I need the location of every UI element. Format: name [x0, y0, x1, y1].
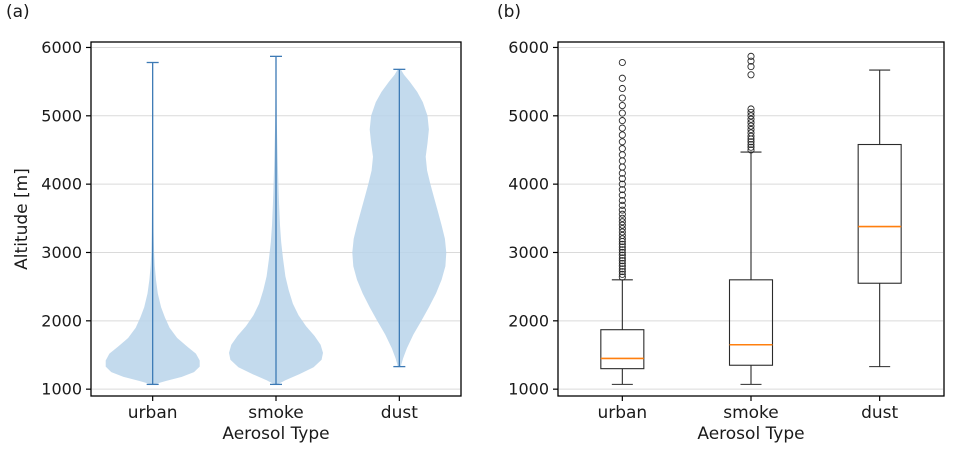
panel-label-a: (a) — [6, 2, 30, 22]
outlier-marker-smoke — [747, 138, 755, 146]
outlier-marker-urban — [618, 180, 626, 188]
x-tick-label: smoke — [248, 403, 304, 423]
outlier-marker-smoke — [747, 140, 755, 149]
y-tick-label: 1000 — [508, 380, 549, 399]
outlier-marker-smoke — [747, 108, 755, 116]
outlier-marker-urban — [618, 273, 626, 281]
outlier-marker-urban — [618, 214, 626, 222]
outlier-marker-urban — [618, 218, 626, 226]
y-tick-label: 3000 — [41, 243, 82, 262]
outlier-marker-smoke — [747, 143, 755, 151]
x-tick-label: smoke — [723, 403, 779, 423]
y-tick-label: 5000 — [41, 106, 82, 125]
outlier-marker-smoke — [747, 115, 755, 123]
y-tick-label: 2000 — [508, 311, 549, 330]
outlier-marker-urban — [618, 58, 626, 67]
outlier-marker-urban — [618, 145, 626, 153]
outlier-marker-urban — [618, 206, 626, 214]
outlier-marker-smoke — [747, 112, 755, 120]
outlier-marker-urban — [618, 84, 626, 93]
outlier-marker-smoke — [747, 71, 755, 79]
outlier-marker-smoke — [747, 105, 755, 113]
outlier-marker-urban — [618, 228, 626, 236]
y-tick-label: 4000 — [508, 175, 549, 194]
outlier-marker-urban — [618, 240, 626, 248]
outlier-marker-urban — [618, 265, 626, 273]
outlier-marker-urban — [618, 257, 626, 265]
outlier-marker-urban — [618, 248, 626, 257]
y-tick-label: 1000 — [41, 380, 82, 399]
box-smoke — [728, 279, 774, 366]
outlier-marker-urban — [618, 124, 626, 132]
outlier-marker-urban — [618, 191, 626, 199]
outlier-marker-urban — [618, 109, 626, 117]
y-tick-label: 4000 — [41, 175, 82, 194]
outlier-marker-urban — [618, 268, 626, 276]
outlier-marker-urban — [618, 201, 626, 209]
outlier-marker-smoke — [747, 132, 755, 140]
outlier-marker-urban — [618, 246, 626, 254]
outlier-marker-urban — [618, 94, 626, 102]
outlier-marker-smoke — [747, 125, 755, 134]
box-dust — [857, 143, 902, 284]
box-urban — [600, 329, 645, 370]
outlier-marker-urban — [618, 131, 626, 139]
outlier-marker-smoke — [747, 119, 755, 127]
outlier-marker-smoke — [747, 129, 755, 137]
outlier-marker-urban — [618, 231, 626, 239]
outlier-marker-urban — [618, 175, 626, 183]
outlier-marker-urban — [618, 243, 626, 251]
y-tick-label: 2000 — [41, 311, 82, 330]
outlier-marker-smoke — [747, 122, 755, 130]
outlier-marker-urban — [618, 254, 626, 262]
y-axis-title: Altitude [m] — [12, 168, 32, 270]
y-tick-label: 6000 — [508, 38, 549, 57]
x-tick-label: dust — [861, 403, 898, 423]
outlier-marker-urban — [618, 235, 626, 243]
x-tick-label: dust — [381, 403, 418, 423]
outlier-marker-urban — [618, 270, 626, 278]
x-axis-title: Aerosol Type — [222, 424, 329, 444]
outlier-marker-urban — [618, 259, 626, 267]
y-tick-label: 6000 — [41, 38, 82, 57]
outlier-marker-urban — [618, 225, 626, 233]
y-tick-label: 5000 — [508, 106, 549, 125]
outlier-marker-urban — [618, 102, 626, 110]
outlier-marker-smoke — [747, 52, 755, 60]
outlier-marker-smoke — [747, 146, 755, 154]
outlier-marker-urban — [618, 196, 626, 205]
outlier-marker-urban — [618, 262, 626, 270]
outlier-marker-urban — [618, 221, 626, 229]
outlier-marker-urban — [618, 186, 626, 194]
x-tick-label: urban — [597, 403, 647, 423]
outlier-marker-urban — [618, 163, 626, 171]
outlier-marker-urban — [618, 138, 626, 146]
outlier-marker-smoke — [747, 57, 755, 65]
outlier-marker-urban — [618, 74, 626, 82]
y-tick-label: 3000 — [508, 243, 549, 262]
outlier-marker-urban — [618, 151, 626, 159]
x-tick-label: urban — [128, 403, 178, 423]
outlier-marker-urban — [618, 210, 626, 218]
panel-label-b: (b) — [497, 2, 522, 22]
outlier-marker-urban — [618, 157, 626, 165]
outlier-marker-urban — [618, 117, 626, 125]
x-axis-title: Aerosol Type — [697, 424, 804, 444]
outlier-marker-urban — [618, 251, 626, 259]
outlier-marker-smoke — [747, 63, 755, 71]
